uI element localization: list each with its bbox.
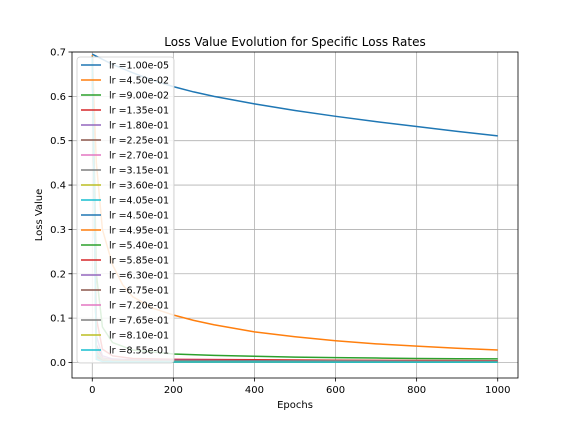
legend: lr =1.00e-05 lr =4.50e-02 lr =9.00e-02 lr =… [76, 56, 175, 364]
plot-frame [71, 51, 519, 379]
x-tick-label: 400 [245, 385, 264, 396]
legend-entry-label: lr =2.25e-01 [109, 136, 169, 147]
chart-title: Loss Value Evolution for Specific Loss R… [164, 35, 425, 49]
legend-entry-label: lr =1.35e-01 [109, 106, 169, 117]
legend-entry-label: lr =6.30e-01 [109, 271, 169, 282]
legend-entry-label: lr =4.50e-02 [109, 76, 169, 87]
y-tick-label: 0.3 [50, 225, 66, 236]
x-axis-label: Epochs [277, 400, 313, 411]
legend-box [76, 56, 175, 364]
legend-entry-label: lr =3.15e-01 [109, 166, 169, 177]
legend-entry-label: lr =9.00e-02 [109, 91, 169, 102]
y-tick-label: 0.6 [50, 92, 66, 103]
x-tick-label: 1000 [485, 385, 510, 396]
legend-entry-label: lr =2.70e-01 [109, 151, 169, 162]
legend-entry-label: lr =5.40e-01 [109, 241, 169, 252]
y-axis-label: Loss Value [34, 189, 45, 242]
y-tick-label: 0.4 [50, 181, 66, 192]
y-tick-label: 0.7 [50, 48, 66, 59]
legend-entry-label: lr =8.55e-01 [109, 346, 169, 357]
y-tick-label: 0.0 [50, 358, 66, 369]
x-tick-label: 0 [89, 385, 95, 396]
y-tick-label: 0.2 [50, 269, 66, 280]
legend-entry-label: lr =4.50e-01 [109, 211, 169, 222]
legend-entry-label: lr =6.75e-01 [109, 286, 169, 297]
legend-entry-label: lr =4.95e-01 [109, 226, 169, 237]
y-axis-ticks: 0.0 0.1 0.2 0.3 0.4 0.5 0.6 0.7 [50, 48, 72, 369]
y-tick-label: 0.5 [50, 136, 66, 147]
legend-entry-label: lr =7.65e-01 [109, 316, 169, 327]
y-tick-label: 0.1 [50, 314, 66, 325]
x-axis-ticks: 0 200 400 600 800 1000 [89, 378, 510, 396]
x-tick-label: 200 [164, 385, 183, 396]
x-tick-label: 800 [407, 385, 426, 396]
legend-entry-label: lr =8.10e-01 [109, 331, 169, 342]
x-tick-label: 600 [326, 385, 345, 396]
legend-entry-label: lr =4.05e-01 [109, 196, 169, 207]
legend-entry-label: lr =1.00e-05 [109, 61, 169, 72]
legend-entry-label: lr =7.20e-01 [109, 301, 169, 312]
legend-entry-label: lr =5.85e-01 [109, 256, 169, 267]
legend-entry-label: lr =3.60e-01 [109, 181, 169, 192]
legend-entry-label: lr =1.80e-01 [109, 121, 169, 132]
